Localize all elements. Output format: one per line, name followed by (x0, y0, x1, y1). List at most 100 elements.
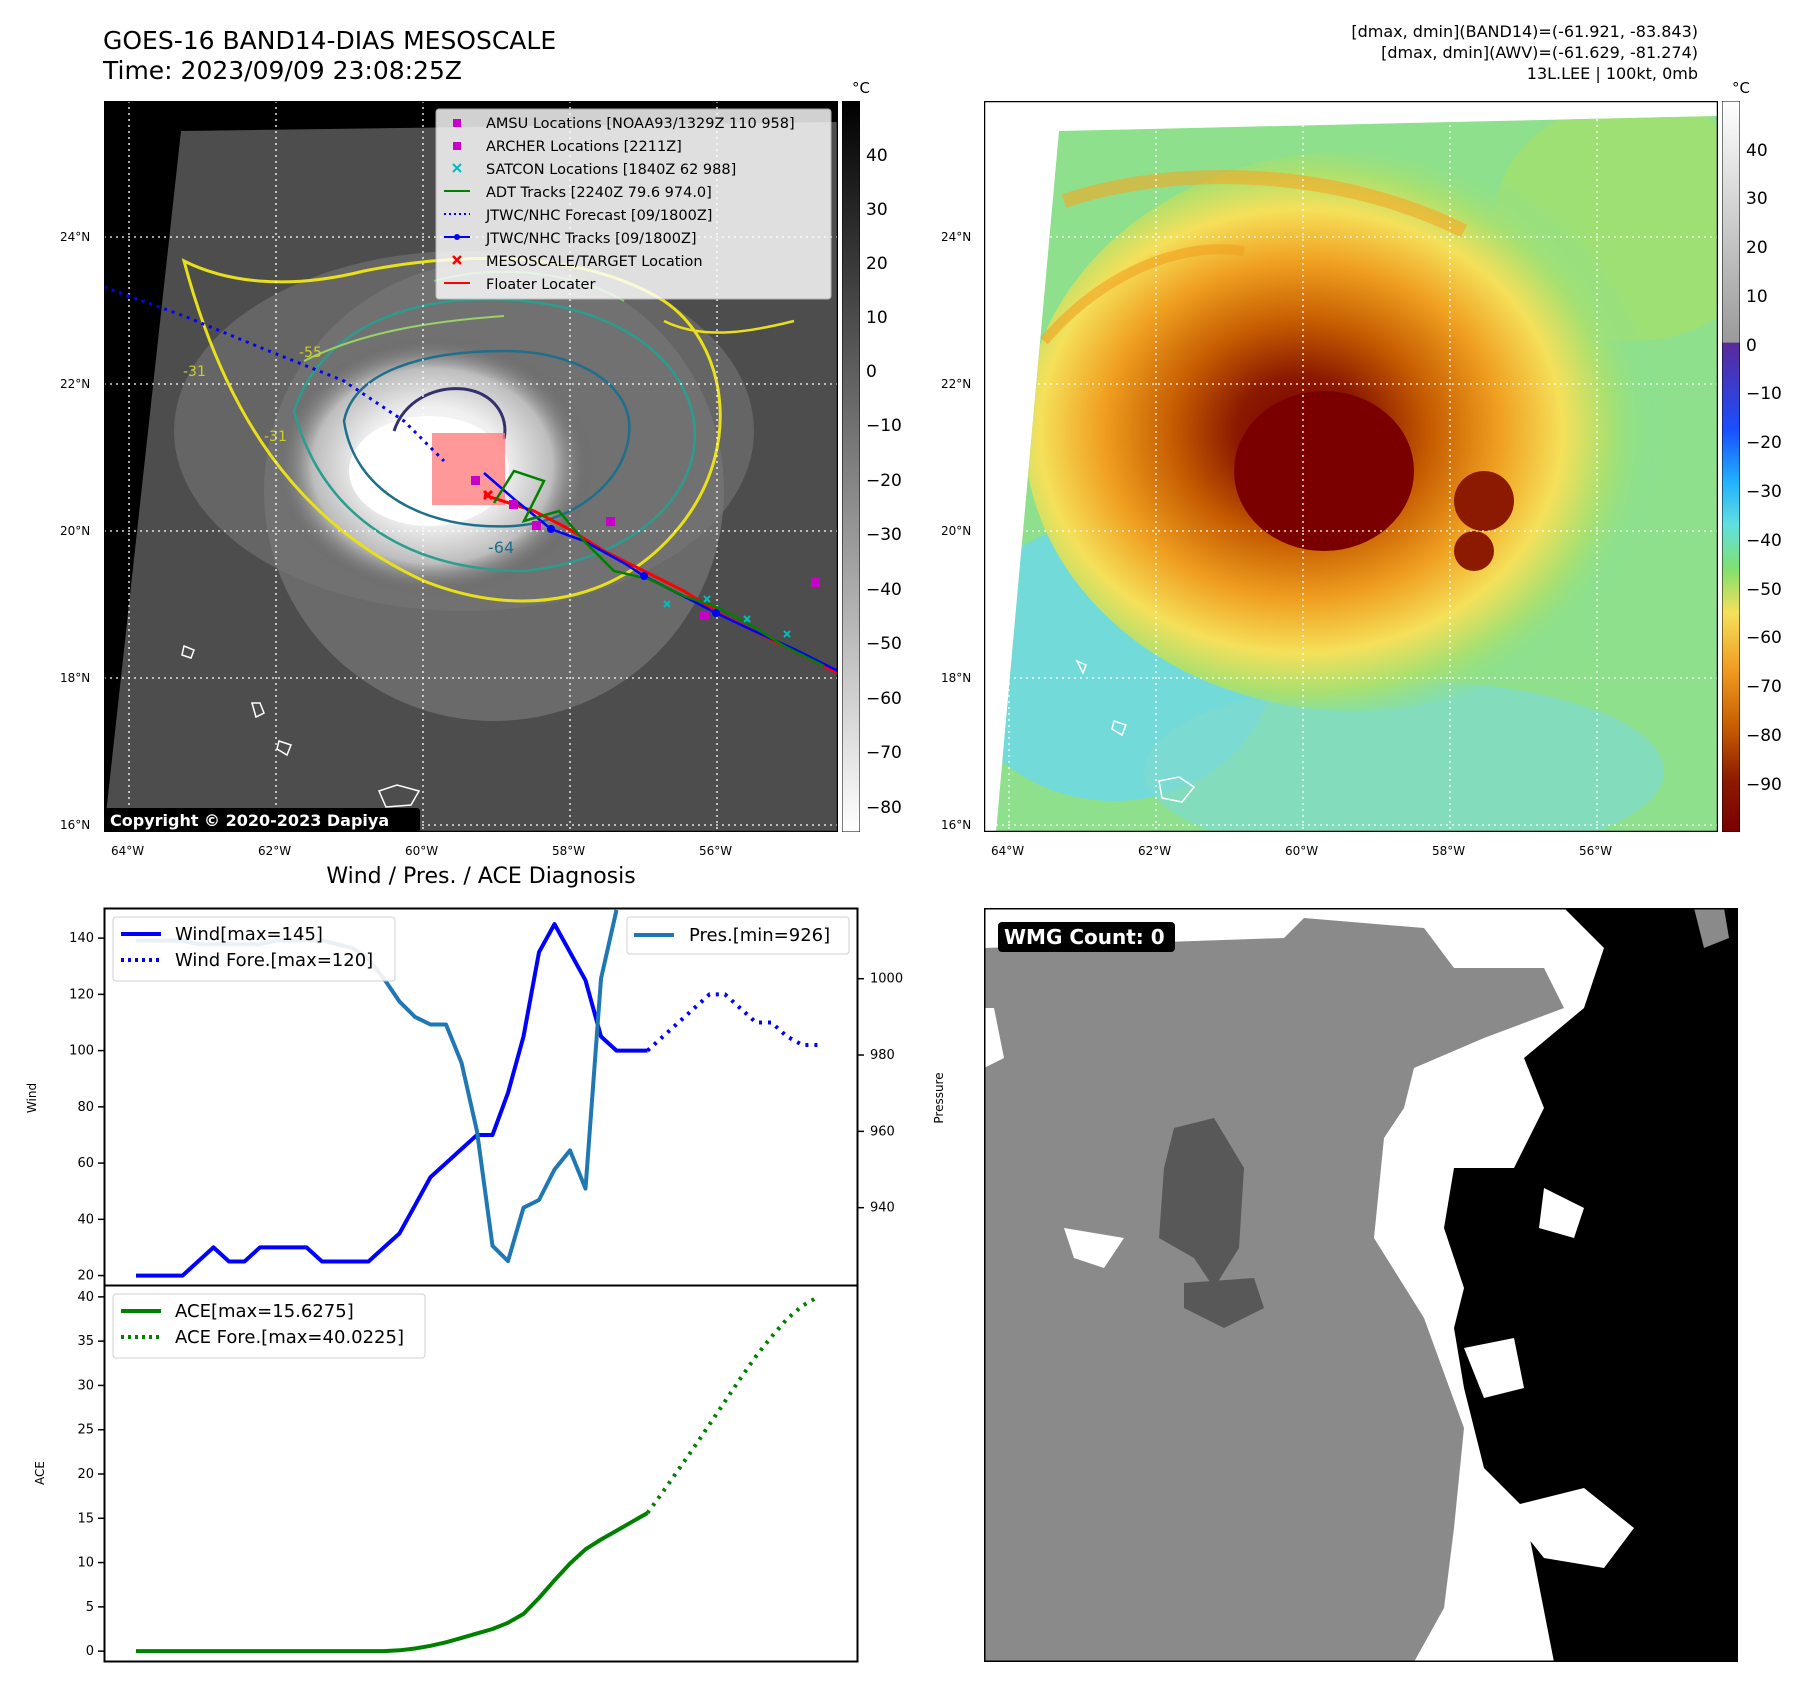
ir-cb-tick: 20 (866, 254, 888, 274)
ir-cb-tick: 40 (866, 146, 888, 166)
ace-series-line (136, 1511, 649, 1654)
pressure-legend (626, 916, 850, 955)
copyright-label: Copyright © 2020-2023 Dapiya (110, 811, 389, 830)
awv-eye-region (1234, 391, 1414, 551)
ir-lon-60: 60°W (405, 844, 439, 858)
diagnosis-title: Wind / Pres. / ACE Diagnosis (326, 864, 636, 889)
ir-cb-tick: −50 (866, 634, 902, 654)
diagnosis-chart: 20 40 60 80 100 120 140 940 960 980 1000 0 5 10 15 20… (25, 907, 946, 1663)
awv-lat-24: 24°N (941, 230, 972, 244)
ir-lat-20: 20°N (60, 524, 91, 538)
awv-cb-tick: 0 (1746, 336, 1757, 356)
ir-cb-tick: 30 (866, 200, 888, 220)
wind-ylabel: Wind (25, 1083, 39, 1113)
awv-cb-tick: 10 (1746, 287, 1768, 307)
stats-line2: [dmax, dmin](AWV)=(-61.629, -81.274) (1381, 43, 1698, 62)
chart-title-line2: Time: 2023/09/09 23:08:25Z (103, 56, 462, 85)
wind-tick-label: 120 (69, 987, 94, 1002)
ir-cb-tick: −60 (866, 689, 902, 709)
awv-cb-tick: 30 (1746, 189, 1768, 209)
ir-cb-tick: −80 (866, 798, 902, 818)
contour-label-2: -55 (299, 345, 322, 361)
awv-cb-tick: −60 (1746, 628, 1782, 648)
wmg-count-label: WMG Count: 0 (1004, 925, 1165, 949)
legend-wind: Wind[max=145] (175, 924, 323, 945)
awv-cb-tick: −90 (1746, 775, 1782, 795)
awv-cb-tick: −50 (1746, 580, 1782, 600)
wind-legend (112, 916, 396, 982)
ir-lon-56: 56°W (699, 844, 733, 858)
legend-ace: ACE[max=15.6275] (175, 1301, 354, 1322)
wind-tick-label: 80 (77, 1100, 94, 1115)
pressure-tick-label: 960 (870, 1124, 895, 1139)
wmg-dark-region (1159, 1118, 1244, 1288)
ir-cb-tick: 0 (866, 362, 877, 382)
wind-forecast-line (646, 992, 818, 1053)
ir-lat-22: 22°N (60, 377, 91, 391)
ir-lat-18: 18°N (60, 671, 91, 685)
awv-cb-tick: −80 (1746, 726, 1782, 746)
ace-forecast-line (645, 1295, 819, 1515)
contour-yellow (181, 257, 722, 603)
awv-colorbar (1722, 101, 1740, 832)
ace-tick-label: 10 (77, 1556, 94, 1571)
pressure-ylabel: Pressure (932, 1072, 946, 1123)
awv-cb-tick: −20 (1746, 433, 1782, 453)
contour-teal (292, 297, 697, 573)
ace-tick-label: 15 (77, 1511, 94, 1526)
wind-tick-label: 20 (77, 1269, 94, 1284)
wind-tick-label: 60 (77, 1156, 94, 1171)
awv-lon-62: 62°W (1138, 844, 1172, 858)
wmg-panel: WMG Count: 0 (984, 908, 1738, 1662)
awv-map (984, 101, 1718, 832)
wmg-count-badge (998, 922, 1175, 952)
ir-lat-16: 16°N (60, 818, 91, 832)
awv-cb-tick: −30 (1746, 482, 1782, 502)
awv-lat-18: 18°N (941, 671, 972, 685)
awv-cb-tick: −10 (1746, 384, 1782, 404)
pressure-tick-label: 940 (870, 1201, 895, 1216)
legend-satcon: SATCON Locations [1840Z 62 988] (486, 162, 736, 178)
ir-lon-64: 64°W (111, 844, 145, 858)
legend-amsu: AMSU Locations [NOAA93/1329Z 110 958] (486, 116, 795, 132)
ir-cb-tick: 10 (866, 308, 888, 328)
legend-floater: Floater Locater (486, 277, 595, 293)
ace-tick-label: 40 (77, 1290, 94, 1305)
ir-cb-tick: −20 (866, 471, 902, 491)
awv-lat-16: 16°N (941, 818, 972, 832)
awv-lon-64: 64°W (991, 844, 1025, 858)
ace-tick-label: 25 (77, 1423, 94, 1438)
awv-cb-tick: −40 (1746, 531, 1782, 551)
legend-pressure: Pres.[min=926] (689, 925, 830, 946)
wmg-black-region (1444, 908, 1738, 1662)
ace-tick-label: 35 (77, 1334, 94, 1349)
ace-tick-label: 30 (77, 1378, 94, 1393)
contour-blue (342, 349, 631, 528)
awv-colorbar-unit: °C (1732, 79, 1750, 97)
ir-legend (435, 108, 832, 300)
ir-cb-tick: −40 (866, 580, 902, 600)
ir-colorbar-unit: °C (852, 79, 870, 97)
legend-forecast: JTWC/NHC Forecast [09/1800Z] (485, 208, 712, 224)
awv-gridlines (984, 101, 1718, 832)
wind-series-line (136, 922, 648, 1278)
awv-cb-tick: 40 (1746, 141, 1768, 161)
awv-lon-60: 60°W (1285, 844, 1319, 858)
wind-tick-label: 100 (69, 1044, 94, 1059)
awv-lon-58: 58°W (1432, 844, 1466, 858)
ir-legend-markers (444, 119, 470, 284)
awv-lat-20: 20°N (941, 524, 972, 538)
ir-cb-tick: −30 (866, 525, 902, 545)
legend-nhc-tracks: JTWC/NHC Tracks [09/1800Z] (485, 231, 697, 247)
wind-tick-label: 140 (69, 931, 94, 946)
legend-target: MESOSCALE/TARGET Location (486, 254, 703, 270)
ace-ylabel: ACE (33, 1461, 47, 1485)
awv-cb-tick: 20 (1746, 238, 1768, 258)
contour-label-1: -64 (488, 538, 514, 557)
ir-colorbar (842, 101, 860, 832)
ir-lon-58: 58°W (552, 844, 586, 858)
contour-label-3: -31 (183, 364, 206, 380)
wmg-gray-region (984, 918, 1564, 1662)
wind-tick-label: 40 (77, 1212, 94, 1227)
ir-lon-62: 62°W (258, 844, 292, 858)
